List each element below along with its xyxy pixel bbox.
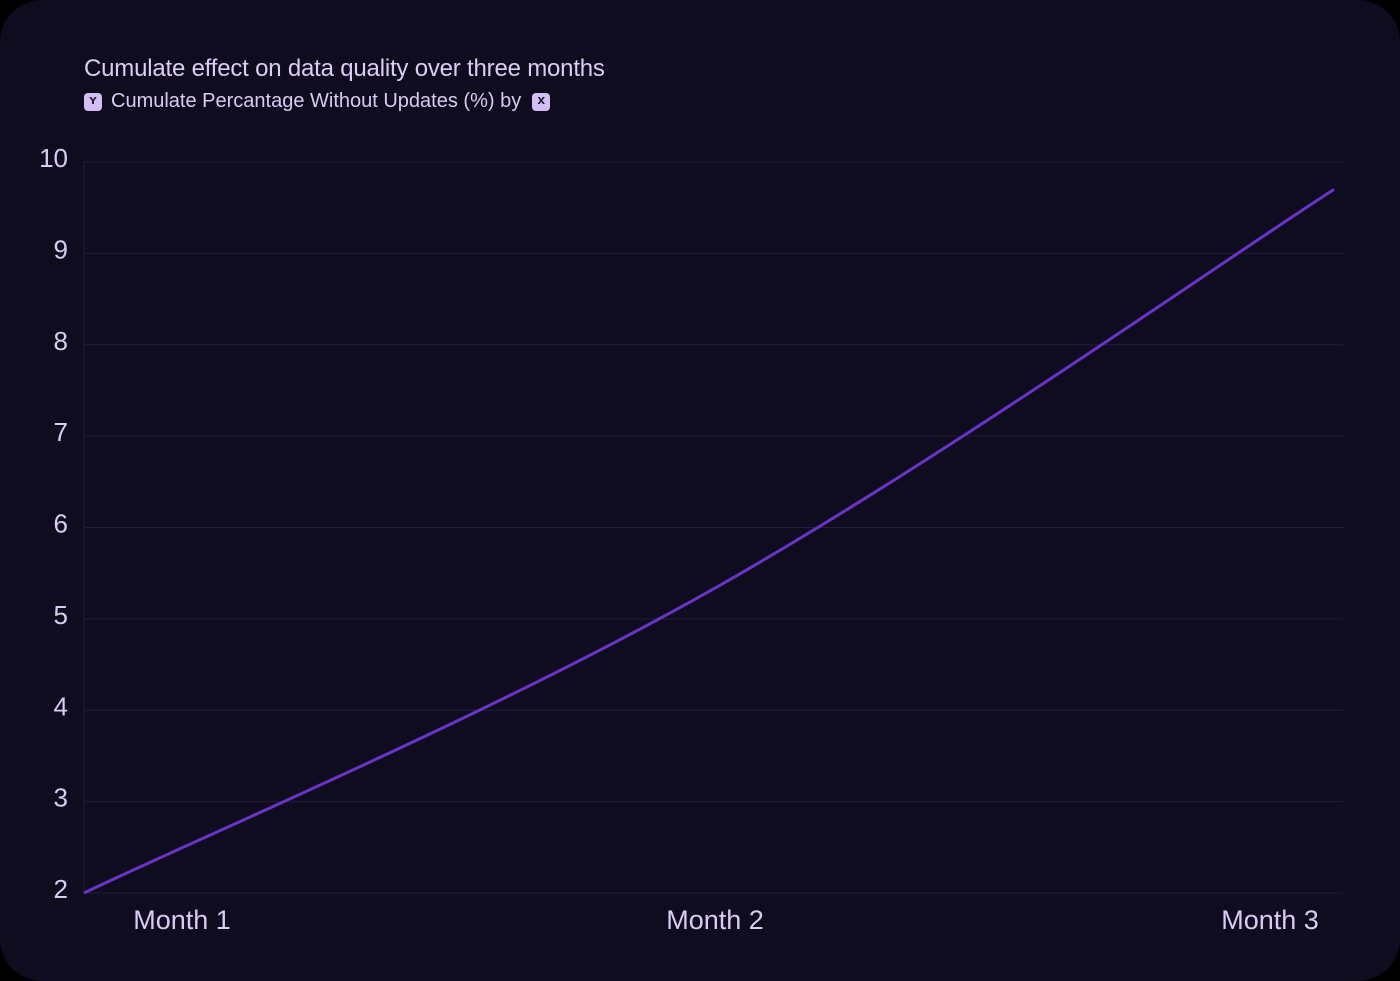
y-tick-label: 8 (54, 326, 68, 356)
y-tick-label: 2 (54, 874, 68, 904)
subtitle-text: Cumulate Percantage Without Updates (%) … (111, 90, 522, 112)
chart-subtitle: Y Cumulate Percantage Without Updates (%… (84, 90, 551, 113)
x-axis-chip-icon: X (532, 92, 551, 111)
y-tick-label: 4 (54, 691, 68, 721)
x-tick-label: Month 2 (666, 905, 764, 935)
y-tick-label: 6 (54, 509, 68, 539)
y-tick-label: 7 (54, 417, 68, 447)
y-tick-label: 10 (39, 143, 68, 173)
x-tick-label: Month 1 (133, 905, 231, 935)
y-axis-ticks: 2 3 4 5 6 7 8 9 10 (39, 143, 68, 904)
x-axis-ticks: Month 1 Month 2 Month 3 (133, 905, 1319, 935)
y-tick-label: 3 (54, 783, 68, 813)
x-tick-label: Month 3 (1221, 905, 1319, 935)
y-tick-label: 5 (54, 600, 68, 630)
chart-title: Cumulate effect on data quality over thr… (84, 55, 605, 82)
y-axis-chip-icon: Y (84, 92, 102, 111)
grid-lines (84, 161, 1343, 894)
y-tick-label: 9 (54, 234, 68, 264)
data-line (83, 188, 1335, 895)
